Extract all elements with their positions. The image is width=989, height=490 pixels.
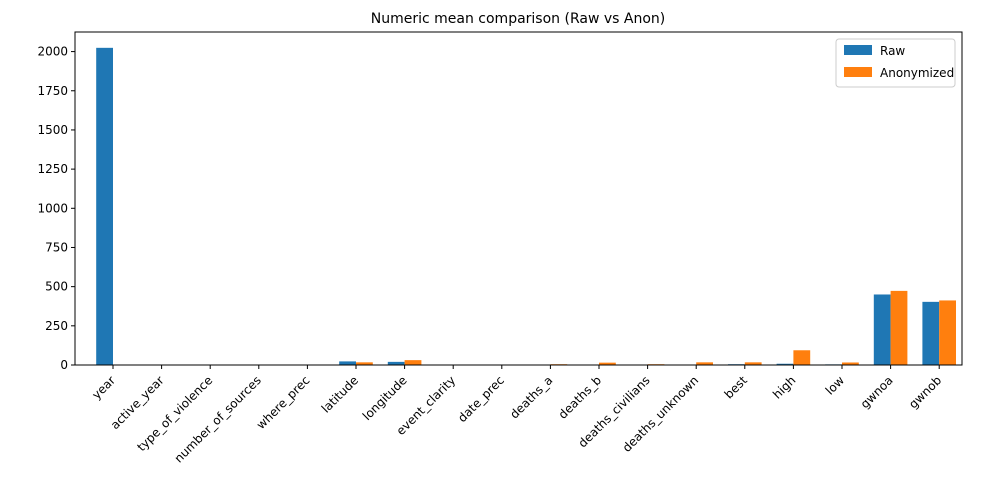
bar-raw-gwnob: [922, 301, 940, 365]
bar-anonymized-high: [793, 350, 811, 365]
plot-frame: [74, 31, 963, 366]
x-tick-label-gwnoa: gwnoa: [858, 373, 896, 411]
y-tick-label: 500: [45, 280, 68, 294]
bar-raw-year: [96, 47, 113, 365]
y-axis: 0 250 500 750 1000 1250 1500 1750 2000: [37, 45, 75, 372]
legend-swatch-anonymized: [844, 67, 872, 77]
x-tick-label-longitude: longitude: [360, 373, 410, 423]
bar-raw-high: [776, 363, 794, 365]
bar-anonymized-gwnob: [939, 300, 956, 365]
bar-anonymized-deaths-b: [599, 362, 616, 365]
y-tick-label: 1500: [37, 123, 68, 137]
bar-anonymized-low: [842, 362, 859, 365]
x-tick-label-best: best: [722, 373, 750, 401]
x-tick-label-high: high: [770, 373, 798, 401]
bar-anonymized-best: [744, 362, 762, 365]
x-tick-label-deaths-b: deaths_b: [556, 373, 604, 421]
bar-raw-longitude: [387, 361, 405, 365]
bar-anonymized-longitude: [404, 360, 422, 365]
y-tick-label: 1250: [37, 162, 68, 176]
y-tick-label: 0: [60, 358, 68, 372]
legend-label-anonymized: Anonymized: [880, 66, 954, 80]
y-tick-label: 1750: [37, 84, 68, 98]
legend: Raw Anonymized: [835, 38, 956, 88]
bar-raw-gwnoa: [873, 294, 891, 365]
bars-layer: [96, 47, 956, 365]
y-tick-label: 1000: [37, 201, 68, 215]
bar-raw-latitude: [339, 361, 356, 365]
x-tick-label-date-prec: date_prec: [455, 373, 507, 425]
x-tick-label-number-of-sources: number_of_sources: [172, 373, 264, 465]
x-tick-label-gwnob: gwnob: [906, 373, 944, 411]
x-axis: yearactive_yeartype_of_violencenumber_of…: [89, 365, 944, 466]
bar-anonymized-latitude: [356, 362, 373, 365]
x-tick-label-year: year: [89, 373, 118, 402]
bar-anonymized-gwnoa: [890, 290, 908, 365]
bar-anonymized-deaths-unknown: [696, 362, 713, 365]
legend-swatch-raw: [844, 45, 872, 55]
y-tick-label: 250: [45, 319, 68, 333]
y-tick-label: 2000: [37, 45, 68, 59]
x-tick-label-latitude: latitude: [319, 373, 361, 415]
x-tick-label-low: low: [823, 373, 848, 398]
chart-title: Numeric mean comparison (Raw vs Anon): [371, 11, 665, 27]
x-tick-label-deaths-a: deaths_a: [507, 373, 555, 421]
y-tick-label: 750: [45, 240, 68, 254]
legend-label-raw: Raw: [880, 44, 905, 58]
